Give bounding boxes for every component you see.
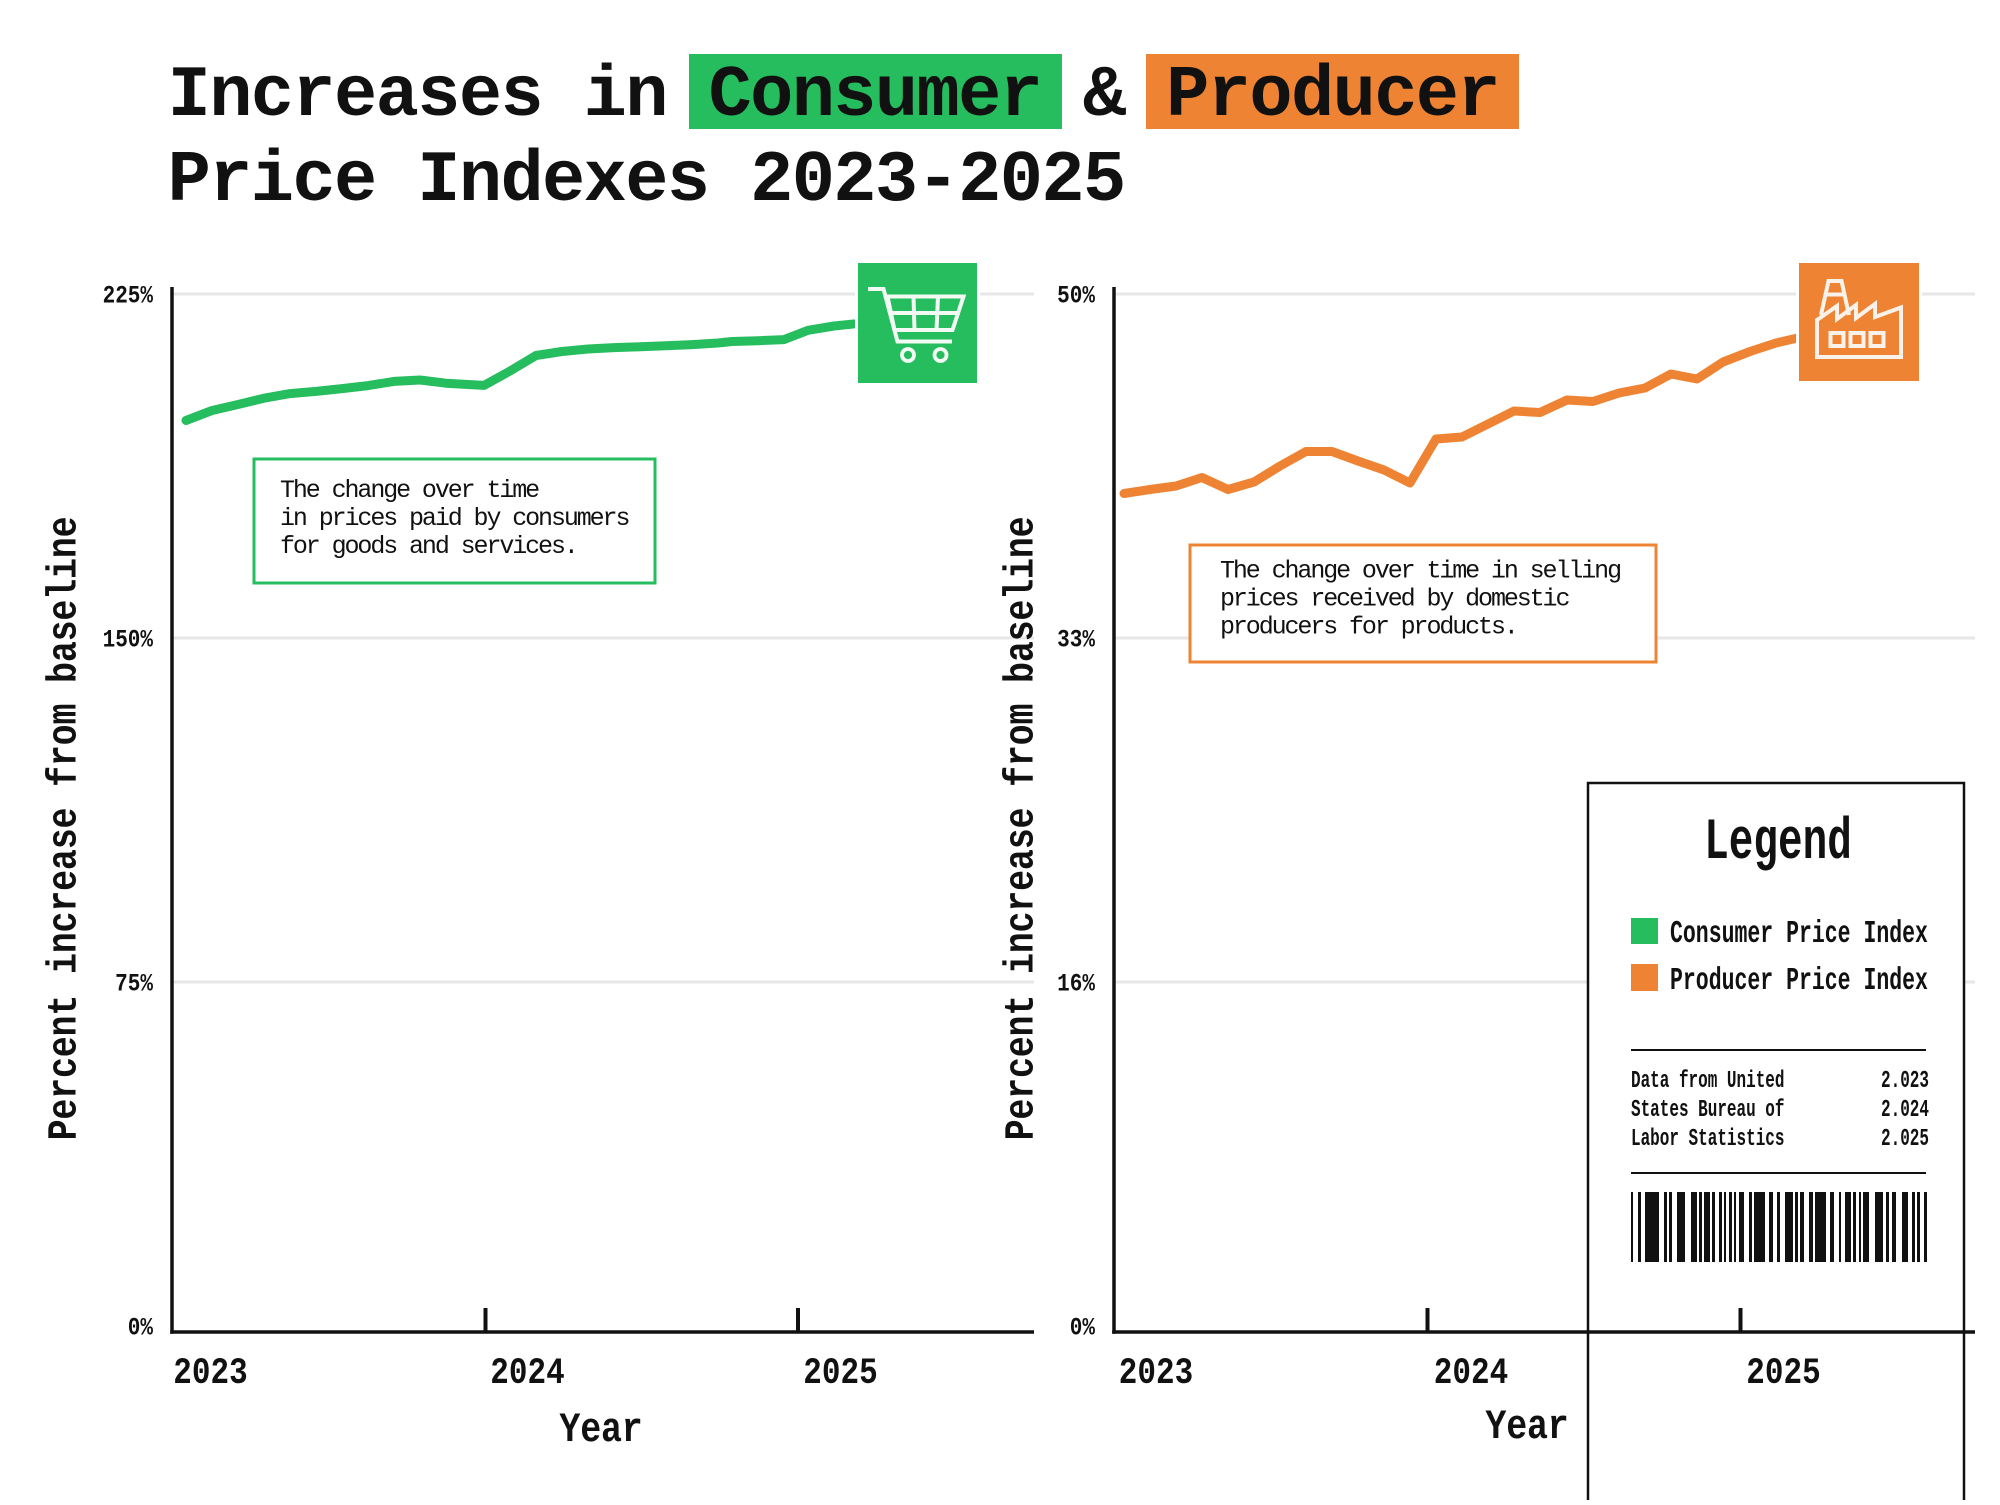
svg-text:Year: Year xyxy=(559,1408,642,1454)
svg-text:Producer Price Index: Producer Price Index xyxy=(1670,965,1928,1000)
svg-text:50%: 50% xyxy=(1057,282,1095,310)
svg-text:Increases in Consumer & Produc: Increases in Consumer & Producer xyxy=(168,55,1499,137)
svg-text:Year: Year xyxy=(1485,1405,1568,1451)
svg-text:States Bureau of: States Bureau of xyxy=(1631,1097,1784,1124)
svg-text:Data from United: Data from United xyxy=(1631,1068,1784,1095)
svg-text:2025: 2025 xyxy=(1746,1354,1820,1395)
svg-text:Legend: Legend xyxy=(1704,810,1852,876)
svg-text:in prices paid by consumers: in prices paid by consumers xyxy=(280,504,628,533)
svg-text:2.023: 2.023 xyxy=(1881,1068,1929,1095)
svg-text:2025: 2025 xyxy=(803,1354,877,1395)
svg-text:2024: 2024 xyxy=(490,1354,564,1395)
svg-text:33%: 33% xyxy=(1057,626,1095,654)
svg-text:Consumer Price Index: Consumer Price Index xyxy=(1670,918,1928,953)
svg-text:2023: 2023 xyxy=(173,1354,247,1395)
svg-text:Labor Statistics: Labor Statistics xyxy=(1631,1126,1784,1153)
svg-text:for goods and services.: for goods and services. xyxy=(280,532,577,561)
svg-text:Percent increase from baseline: Percent increase from baseline xyxy=(998,517,1046,1141)
svg-text:Price Indexes 2023-2025: Price Indexes 2023-2025 xyxy=(168,140,1125,222)
svg-text:The change over time in sellin: The change over time in selling xyxy=(1220,557,1620,586)
svg-text:0%: 0% xyxy=(128,1314,153,1342)
svg-text:75%: 75% xyxy=(115,970,153,998)
svg-text:225%: 225% xyxy=(103,282,154,310)
svg-text:2.024: 2.024 xyxy=(1881,1097,1929,1124)
svg-text:producers for products.: producers for products. xyxy=(1220,613,1517,642)
svg-text:Percent increase from baseline: Percent increase from baseline xyxy=(41,517,89,1141)
svg-text:0%: 0% xyxy=(1070,1314,1095,1342)
svg-text:The change over time: The change over time xyxy=(280,476,539,505)
svg-text:2.025: 2.025 xyxy=(1881,1126,1929,1153)
svg-text:150%: 150% xyxy=(103,626,154,654)
svg-text:prices received by domestic: prices received by domestic xyxy=(1220,585,1569,614)
svg-text:16%: 16% xyxy=(1057,970,1095,998)
svg-text:2023: 2023 xyxy=(1119,1354,1193,1395)
svg-text:2024: 2024 xyxy=(1434,1354,1508,1395)
